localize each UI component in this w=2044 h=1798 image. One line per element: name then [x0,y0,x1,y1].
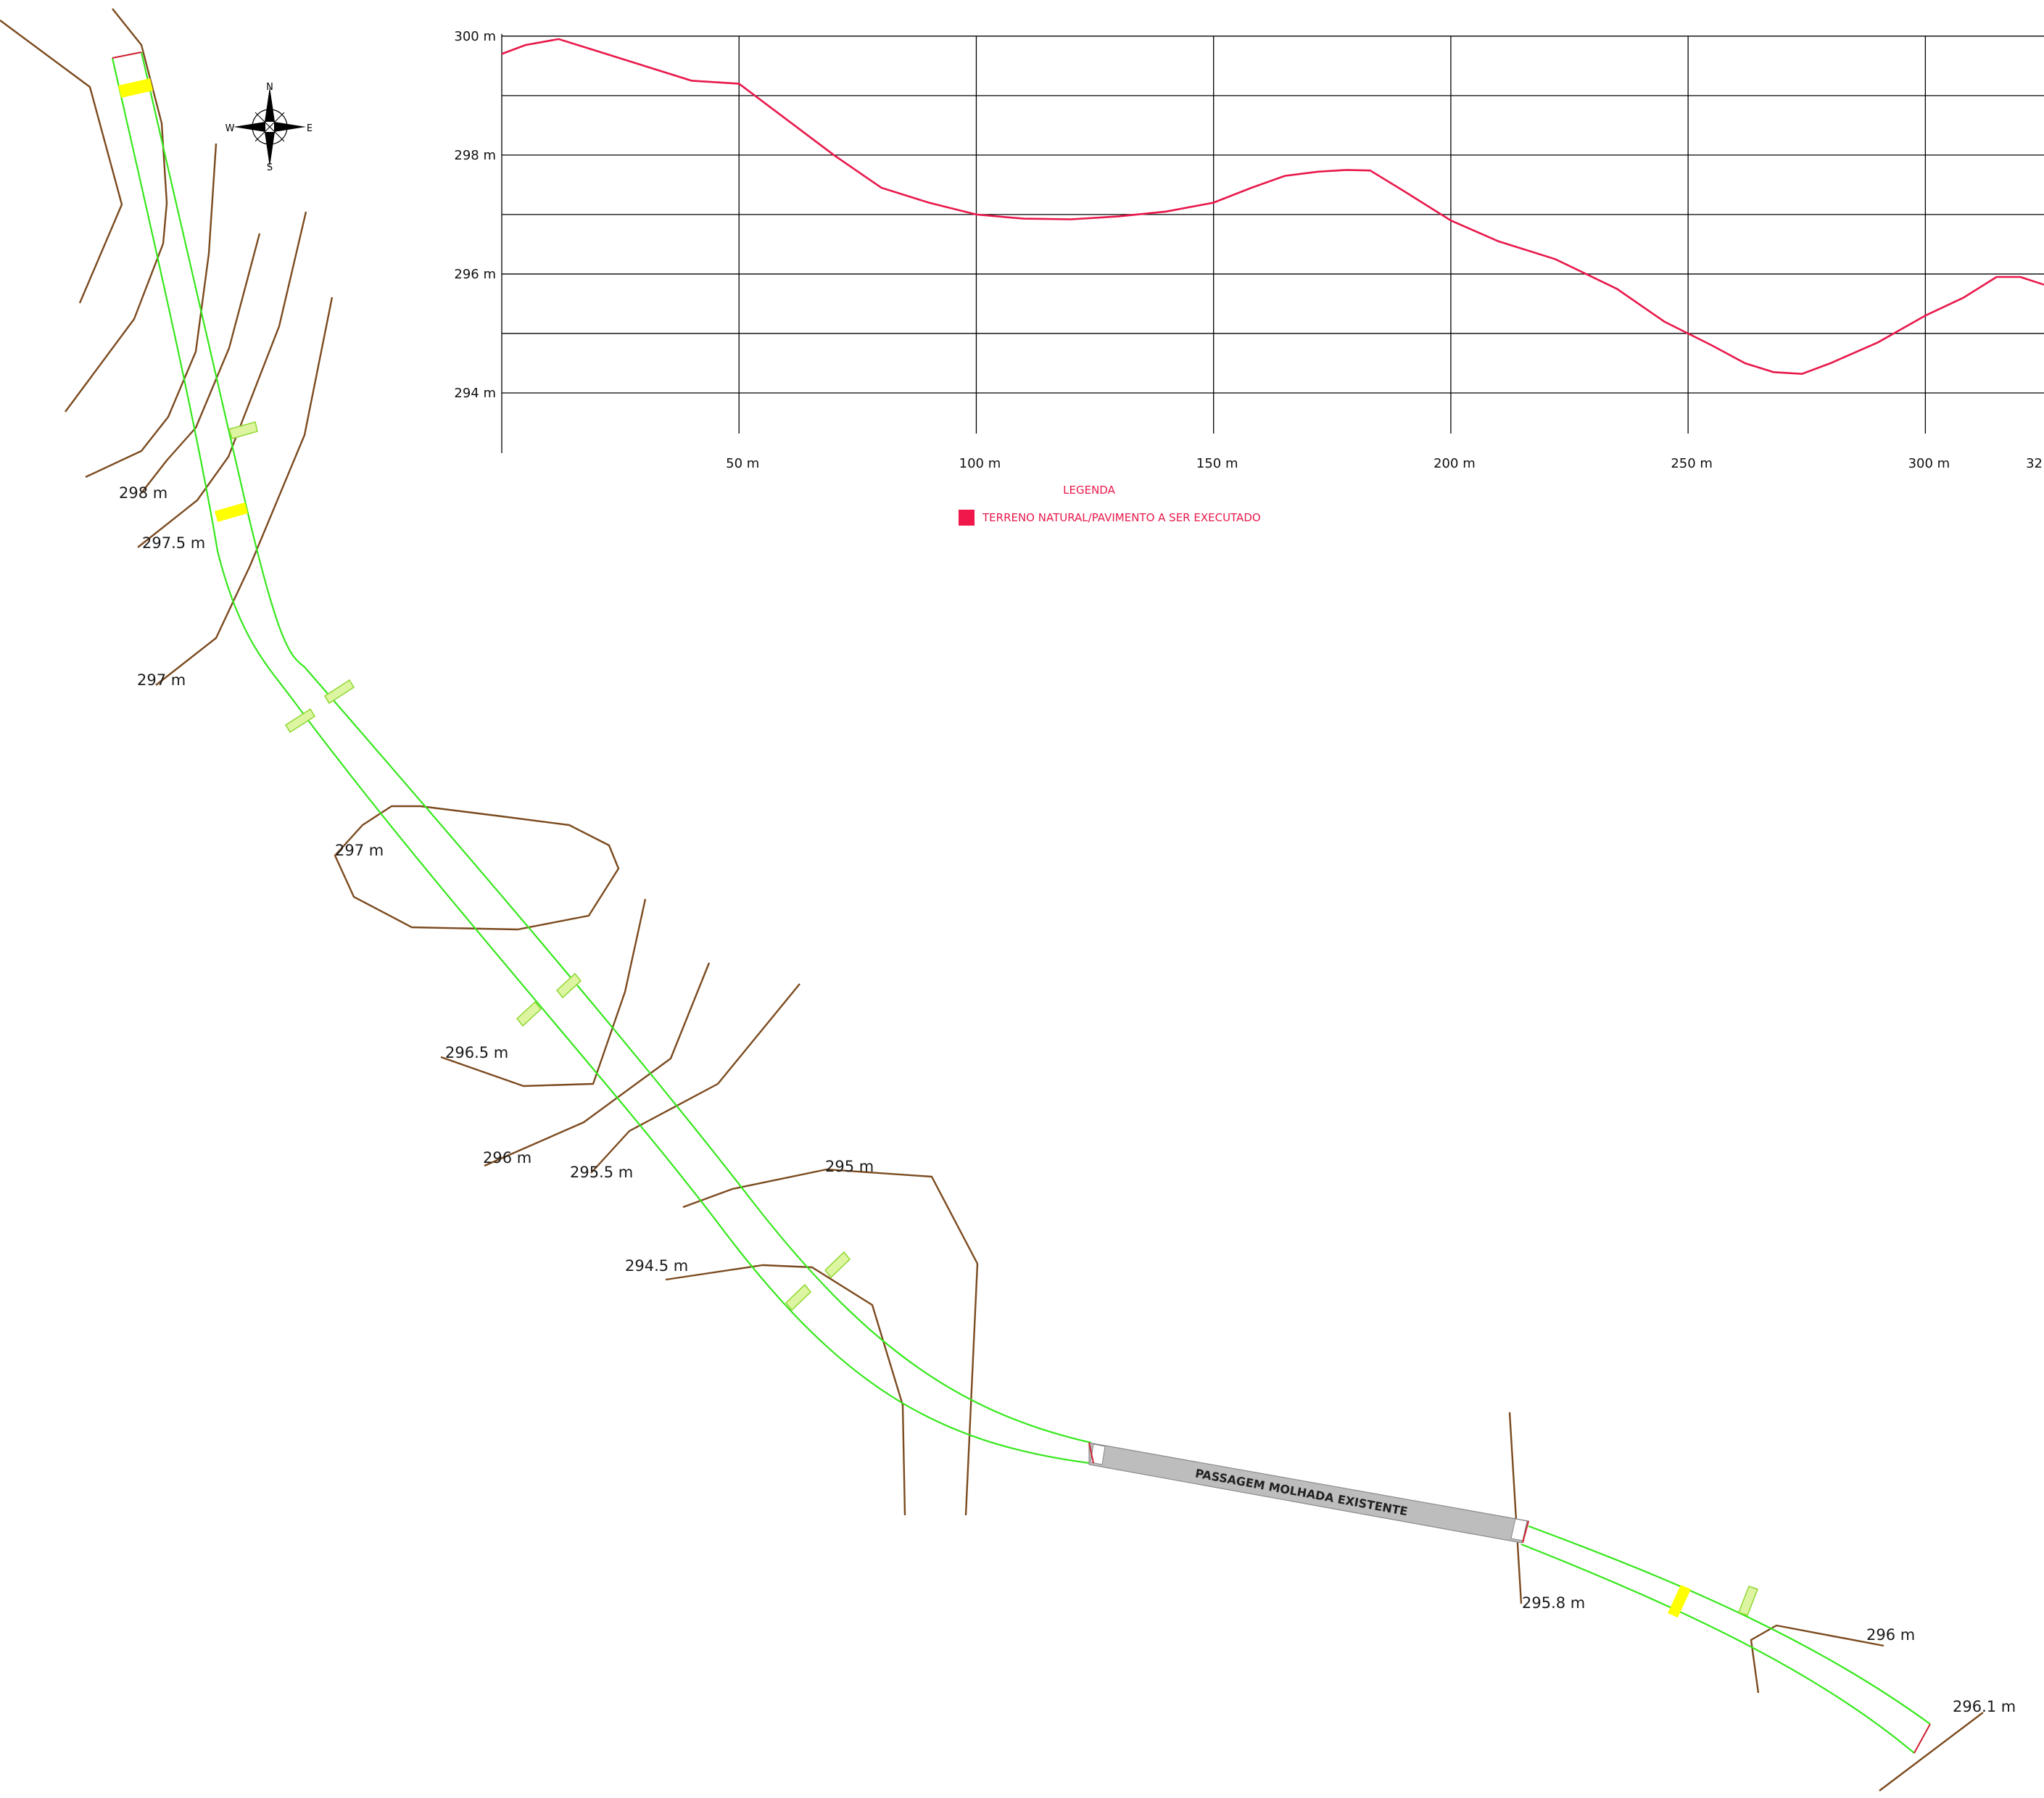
contour-line [1508,1412,1523,1604]
marker-hatched [555,972,582,999]
compass-w: W [225,123,235,134]
contour-label-c294-5: 294.5 m [625,1257,688,1275]
contour-label-c297a: 297 m [137,671,186,689]
legend-swatch [959,510,975,526]
contour-label-c296-5: 296.5 m [445,1044,508,1061]
marker-solid [118,78,153,98]
road-end-cap-north [112,51,142,59]
contour-line [590,983,800,1174]
marker-hatched [323,679,355,705]
contour-line [85,143,218,478]
marker-hatched [284,708,316,734]
chart-y-tick-label: 298 m [454,148,496,163]
contour-label-c295-8: 295.8 m [1522,1594,1585,1612]
chart-x-tick-label: 50 m [726,456,759,471]
legend-item-label: TERRENO NATURAL/PAVIMENTO A SER EXECUTAD… [982,511,1261,524]
crossing-slab [1088,1442,1529,1544]
contour-line [0,20,123,304]
contour-label-c297-5: 297.5 m [142,534,205,552]
contour-label-c295: 295 m [825,1158,874,1175]
crossing-edge-mark [1088,1442,1094,1464]
contour-line [155,297,334,686]
road-left-edge-east [1520,1543,1915,1754]
contour-line [65,8,168,413]
marker-solid [1668,1585,1691,1617]
contour-line [484,962,711,1167]
compass-rose-icon: N S E W [225,82,313,173]
contour-line [334,805,620,931]
marker-hatched [1738,1586,1758,1616]
chart-tick-labels: 294 m 296 m 298 m 300 m 50 m 100 m 150 m 200 m 2… [454,29,2043,471]
chart-y-tick-label: 294 m [454,386,496,401]
contour-label-c296-1: 296.1 m [1953,1698,2016,1715]
contour-line [137,211,307,548]
contour-lines [0,8,1984,1791]
contour-label-c296a: 296 m [483,1149,531,1167]
contour-line [141,233,261,494]
legend-title: LEGENDA [1063,484,1115,497]
crossing-edge-mark [1522,1520,1529,1544]
compass-n: N [266,82,273,93]
legend: LEGENDA TERRENO NATURAL/PAVIMENTO A SER … [959,484,1261,526]
compass-s: S [267,162,273,173]
compass-e: E [307,123,313,134]
chart-x-tick-label: 300 m [1908,456,1950,471]
road-left-edge [111,57,1090,1464]
marker-hatched [516,1000,542,1027]
contour-line [1750,1624,1884,1694]
elevation-profile-chart: 294 m 296 m 298 m 300 m 50 m 100 m 150 m 200 m 2… [454,29,2044,471]
marker-hatched [785,1283,812,1312]
chart-grid [501,33,2044,453]
contour-label-c296b: 296 m [1866,1626,1915,1644]
chart-x-tick-label: 150 m [1196,456,1238,471]
road-right-edge [140,51,1092,1444]
marker-hatched [228,421,258,439]
contour-label-c297b: 297 m [335,842,384,859]
chart-y-tick-label: 296 m [454,267,496,282]
chart-x-tick-label: 200 m [1433,456,1476,471]
chart-x-tick-label: 100 m [959,456,1001,471]
contour-line [665,1264,906,1516]
contour-line [1879,1712,1984,1791]
chart-x-tick-label: 32 [2026,456,2043,471]
chart-x-tick-label: 250 m [1671,456,1713,471]
road-alignment [111,51,1931,1754]
profile-line [501,38,2044,376]
contour-labels: 298 m 297.5 m 297 m 297 m 296.5 m 296 m … [119,484,2016,1715]
marker-solid [215,502,248,522]
contour-label-c298: 298 m [119,484,167,502]
contour-line [440,898,647,1088]
chart-y-tick-label: 300 m [454,29,496,44]
contour-line [682,1168,979,1516]
road-end-cap-south [1913,1723,1931,1754]
marker-hatched [824,1251,851,1279]
contour-label-c295-5: 295.5 m [570,1164,633,1181]
